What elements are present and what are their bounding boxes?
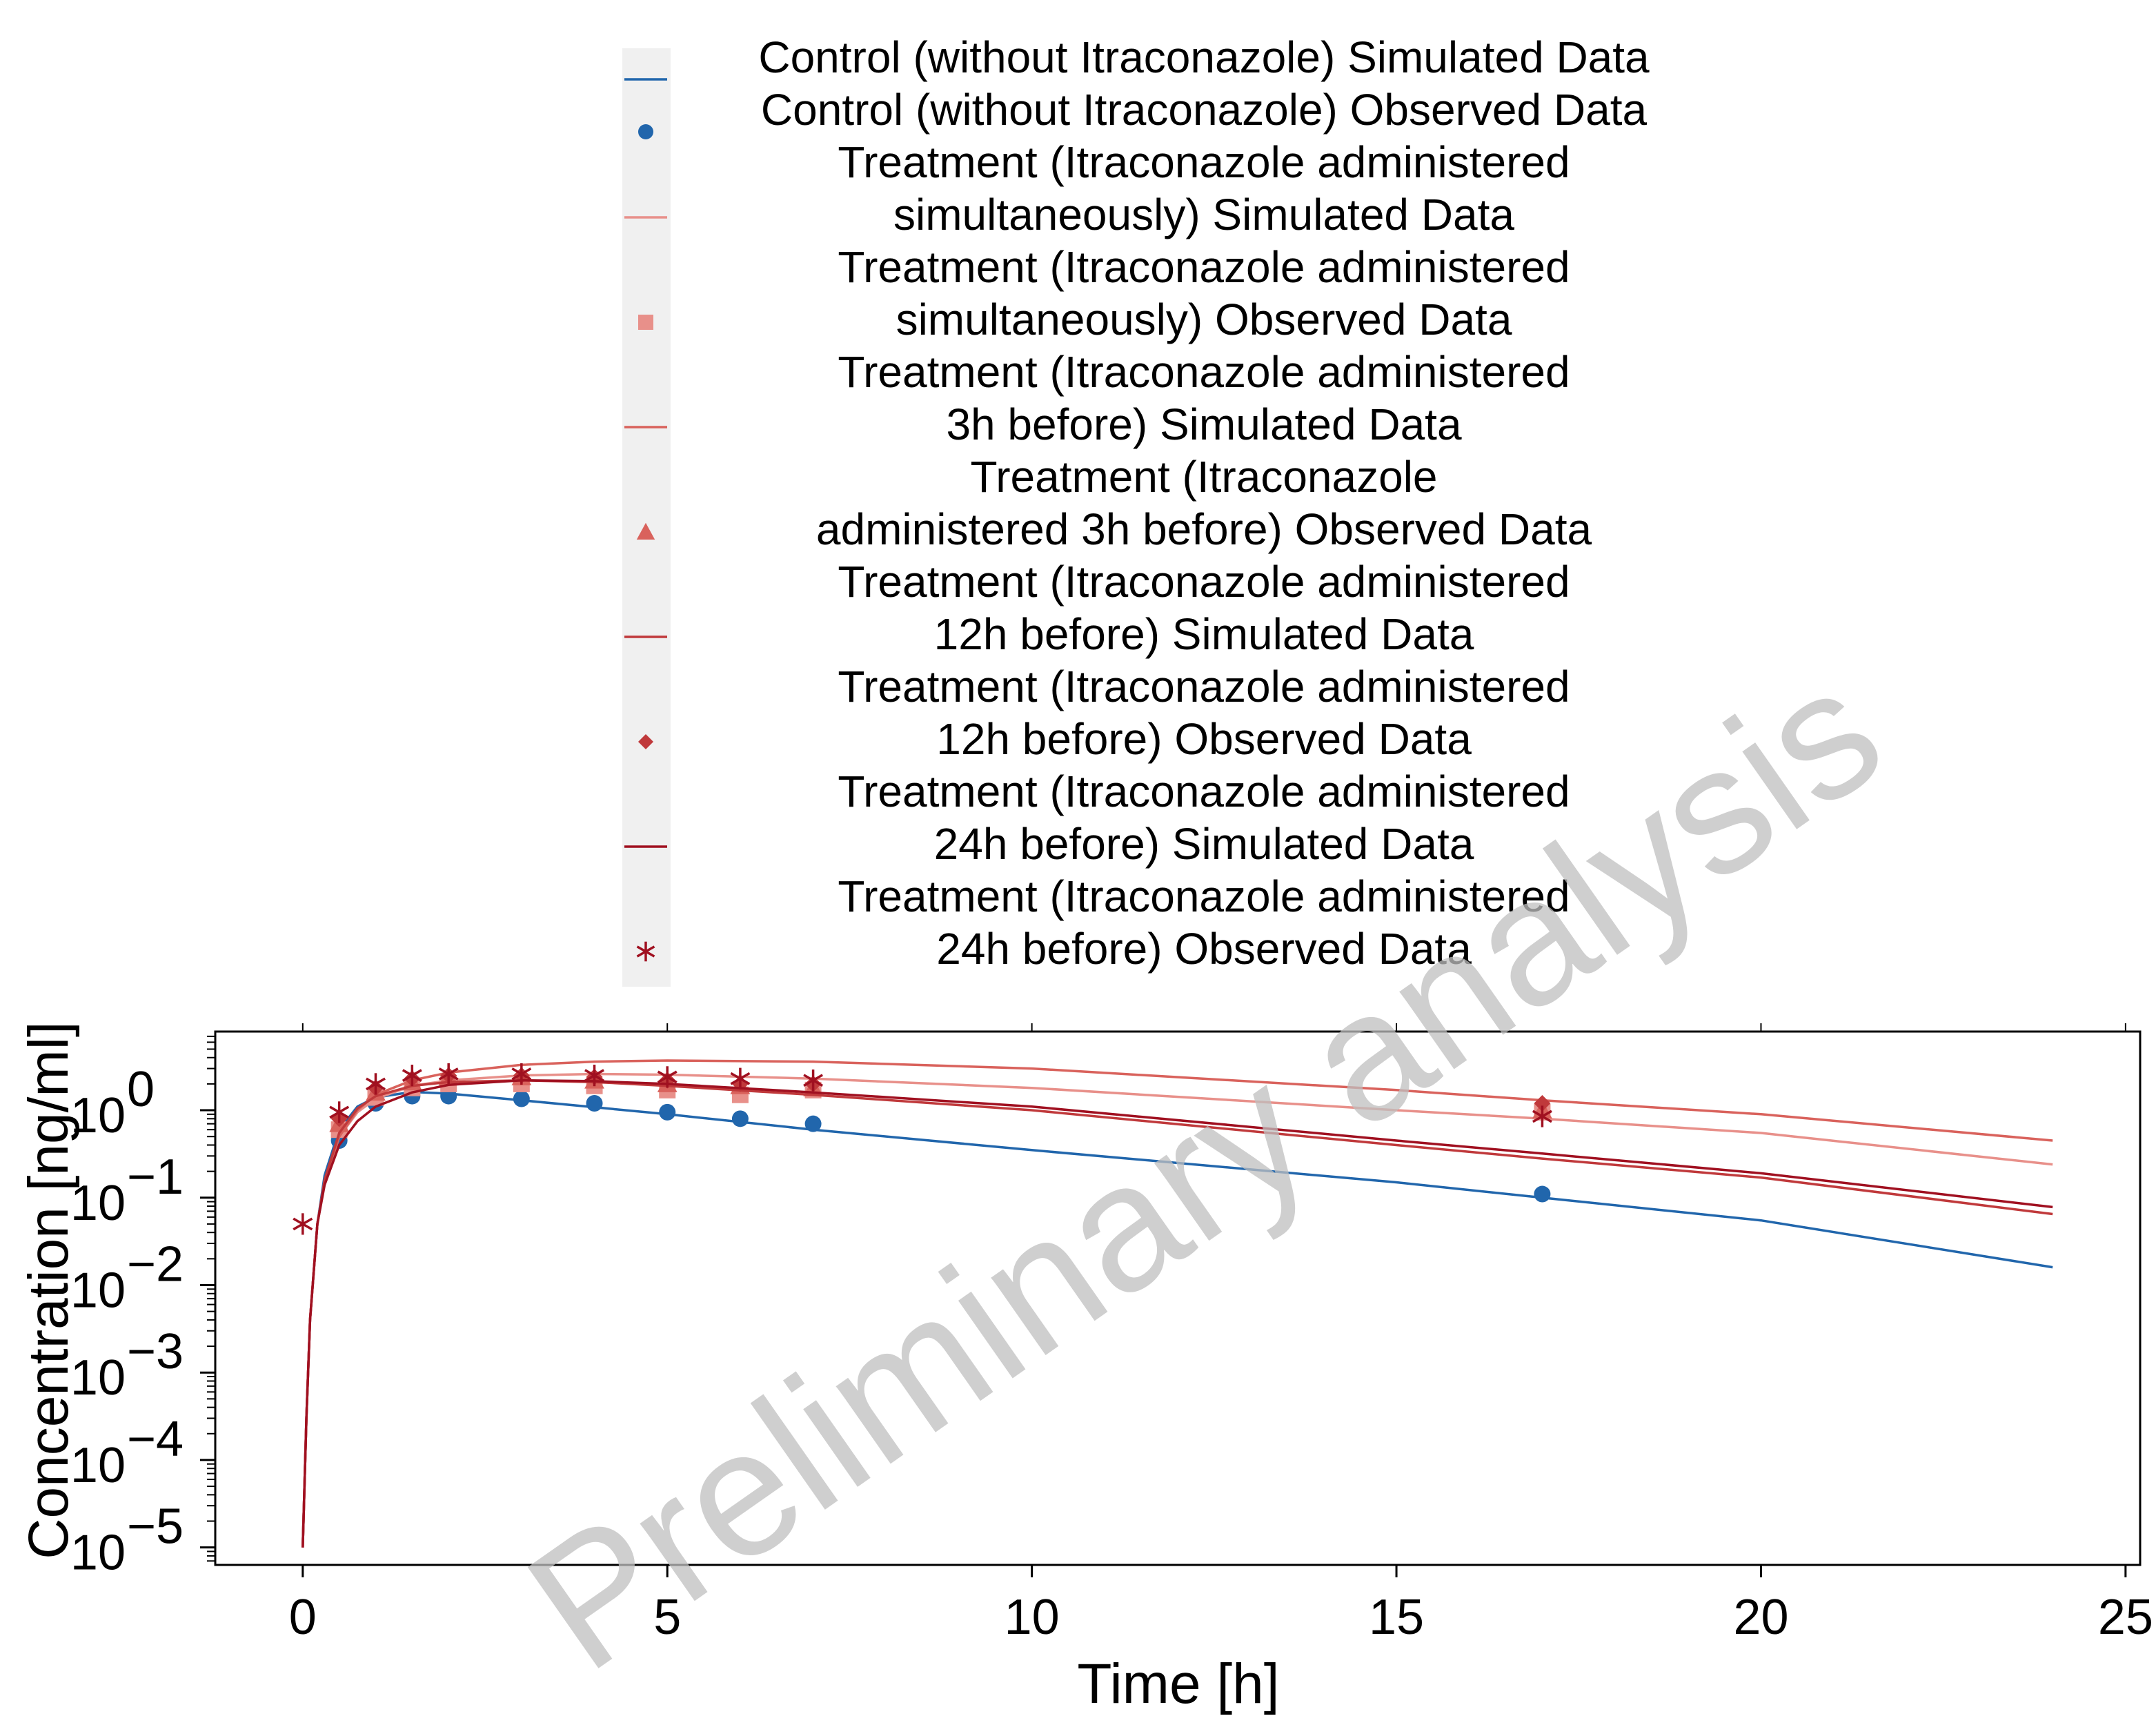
y-tick-label: 10 <box>70 1263 126 1318</box>
x-tick-label: 0 <box>289 1590 317 1645</box>
data-point-1 <box>586 1095 603 1112</box>
legend-entry-text: 12h before) Observed Data <box>936 714 1472 764</box>
x-tick-label: 10 <box>1005 1590 1060 1645</box>
legend-entry-text: 24h before) Observed Data <box>936 924 1472 974</box>
y-tick-label-exponent: −4 <box>127 1412 184 1467</box>
legend-entry-text: 12h before) Simulated Data <box>934 609 1474 659</box>
y-tick-label: 10 <box>70 1526 126 1581</box>
data-point-1 <box>513 1090 530 1107</box>
y-tick-label-exponent: −1 <box>127 1150 184 1205</box>
legend-swatch-marker <box>638 734 653 749</box>
data-point-9 <box>584 1065 604 1087</box>
data-point-9 <box>293 1213 313 1235</box>
y-axis-label: Concentration [ng/ml] <box>17 1021 80 1559</box>
legend-entry-text: simultaneously) Observed Data <box>896 295 1512 344</box>
legend-entry-text: 24h before) Simulated Data <box>934 819 1474 869</box>
data-point-9 <box>730 1067 751 1090</box>
y-tick-label-exponent: 0 <box>127 1062 155 1117</box>
data-point-9 <box>366 1073 386 1095</box>
data-point-9 <box>511 1063 532 1085</box>
y-tick-label: 10 <box>70 1350 126 1406</box>
legend-entry-text: Control (without Itraconazole) Simulated… <box>758 32 1650 82</box>
x-tick-label: 25 <box>2098 1590 2153 1645</box>
data-point-9 <box>657 1066 678 1088</box>
legend-entry-text: Treatment (Itraconazole administered <box>838 242 1570 292</box>
data-point-1 <box>804 1115 822 1132</box>
legend-entry-text: simultaneously) Simulated Data <box>893 190 1514 239</box>
legend-entry-text: Treatment (Itraconazole administered <box>838 347 1570 397</box>
legend-entry-text: Control (without Itraconazole) Observed … <box>761 85 1648 135</box>
data-point-9 <box>438 1063 459 1085</box>
legend-swatch-marker <box>638 124 653 139</box>
y-tick-label: 10 <box>70 1438 126 1493</box>
legend-entry-text: Treatment (Itraconazole administered <box>838 767 1570 816</box>
legend-entry-text: Treatment (Itraconazole administered <box>838 557 1570 607</box>
legend-entry-text: administered 3h before) Observed Data <box>816 504 1592 554</box>
data-point-1 <box>659 1103 676 1121</box>
data-point-7 <box>1534 1095 1551 1112</box>
x-tick-label: 20 <box>1733 1590 1788 1645</box>
legend: Control (without Itraconazole) Simulated… <box>622 32 1650 987</box>
legend-swatch-marker <box>636 941 655 962</box>
legend-entry-text: Treatment (Itraconazole <box>970 452 1437 502</box>
x-tick-label: 15 <box>1369 1590 1424 1645</box>
x-tick-label: 5 <box>653 1590 681 1645</box>
legend-entry-text: 3h before) Simulated Data <box>946 400 1462 449</box>
data-point-9 <box>402 1065 422 1087</box>
y-tick-label: 10 <box>70 1176 126 1231</box>
legend-entry-text: Treatment (Itraconazole administered <box>838 871 1570 921</box>
x-axis-label: Time [h] <box>1077 1653 1279 1715</box>
data-point-1 <box>731 1110 749 1127</box>
series-line-8 <box>301 1078 2053 1548</box>
legend-swatch-marker <box>638 315 653 330</box>
y-tick-label-exponent: −3 <box>127 1324 184 1379</box>
legend-entry-text: Treatment (Itraconazole administered <box>838 137 1570 187</box>
data-point-9 <box>1532 1105 1552 1127</box>
data-point-9 <box>803 1070 824 1092</box>
data-point-9 <box>329 1101 350 1123</box>
legend-swatch-marker <box>636 522 655 540</box>
y-tick-label-exponent: −2 <box>127 1236 184 1292</box>
y-tick-label-exponent: −5 <box>127 1499 184 1555</box>
legend-background <box>622 48 671 987</box>
y-tick-label: 10 <box>70 1088 126 1143</box>
data-point-1 <box>1534 1185 1551 1203</box>
legend-entry-text: Treatment (Itraconazole administered <box>838 662 1570 711</box>
